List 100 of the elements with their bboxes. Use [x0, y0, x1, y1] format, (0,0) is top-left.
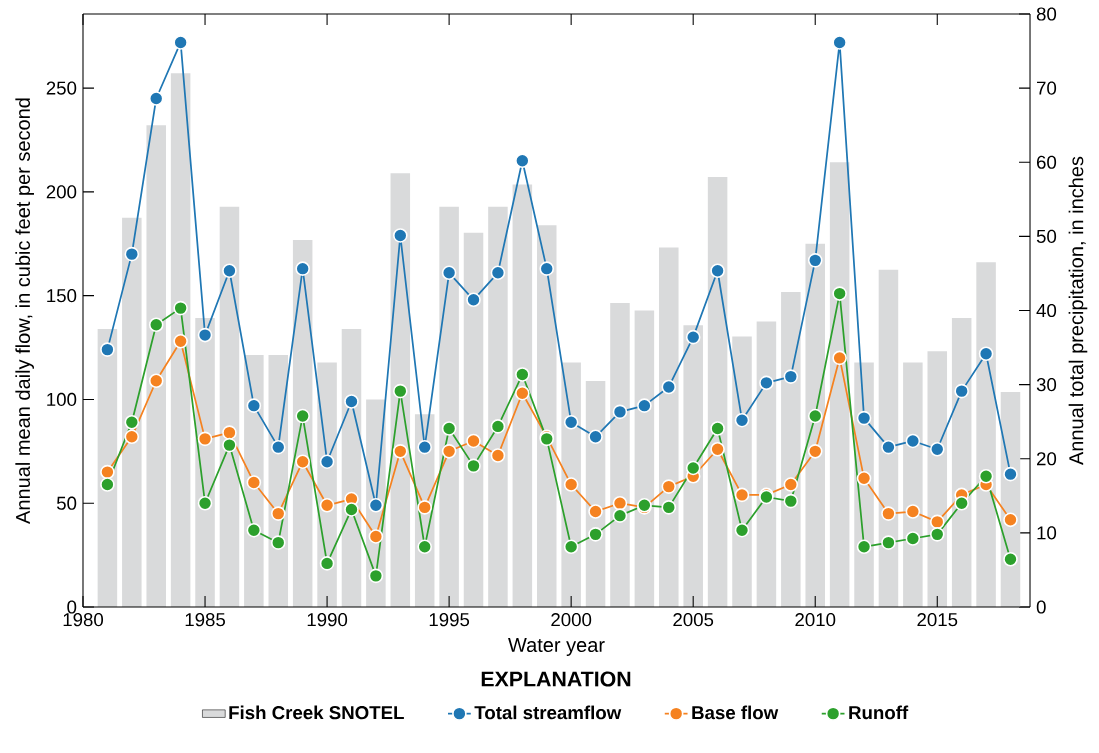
x-tick-label: 1990: [307, 613, 348, 627]
bar: [97, 329, 118, 607]
point: [441, 421, 457, 436]
legend-title: EXPLANATION: [481, 671, 631, 687]
point: [1003, 466, 1018, 482]
point: [661, 500, 677, 515]
point: [466, 458, 481, 474]
point: [929, 527, 945, 542]
point: [368, 529, 384, 544]
point: [490, 419, 506, 434]
point: [734, 412, 750, 428]
point: [905, 504, 921, 519]
bar: [170, 73, 191, 607]
point: [978, 346, 994, 362]
y2-tick-label: 70: [1037, 81, 1057, 95]
point: [466, 292, 481, 308]
point: [515, 153, 530, 169]
point: [173, 35, 188, 50]
point: [295, 454, 310, 470]
point: [246, 522, 262, 538]
point: [246, 475, 262, 490]
x-tick-label: 1995: [429, 613, 470, 627]
y-tick-label: 0: [67, 600, 77, 614]
y2-tick-label: 40: [1036, 303, 1057, 318]
point: [100, 342, 115, 357]
point: [612, 495, 628, 511]
y2-tick-label: 50: [1036, 229, 1057, 243]
point: [685, 329, 701, 345]
bar: [439, 206, 459, 607]
point: [319, 454, 335, 470]
point: [319, 556, 335, 571]
x-tick-label: 2000: [551, 613, 592, 627]
bar: [122, 217, 142, 607]
point: [344, 502, 359, 517]
point: [807, 444, 823, 459]
point: [661, 379, 677, 395]
bar: [976, 262, 996, 607]
bar: [659, 247, 679, 607]
bar: [610, 303, 630, 607]
point: [222, 263, 237, 279]
y2-tick-label: 80: [1036, 7, 1057, 21]
point: [588, 527, 603, 542]
point: [612, 508, 628, 523]
y-tick-label: 250: [46, 81, 77, 95]
x-tick-label: 2010: [795, 613, 836, 627]
point: [807, 253, 823, 268]
point: [148, 373, 164, 389]
x-tick-label: 1980: [63, 613, 104, 627]
point: [270, 439, 286, 455]
y2-tick-label: 60: [1037, 155, 1057, 169]
point: [685, 460, 701, 476]
point: [832, 35, 847, 50]
y2-tick-label: 30: [1036, 378, 1057, 392]
point: [393, 228, 408, 243]
point: [295, 408, 310, 424]
point: [539, 261, 555, 276]
point: [417, 539, 433, 555]
point: [661, 479, 677, 494]
point: [1003, 512, 1018, 528]
bar: [829, 162, 850, 607]
point: [856, 539, 872, 555]
point: [124, 246, 140, 262]
point: [124, 414, 140, 430]
point: [710, 421, 725, 436]
point: [197, 431, 213, 447]
point: [393, 383, 408, 399]
point: [563, 414, 579, 430]
y-tick-label: 100: [47, 392, 77, 407]
point: [563, 477, 579, 492]
y2-axis-title: Annual total precipitation, in inches: [1068, 156, 1088, 465]
legend-label: Total streamflow: [474, 705, 622, 720]
point: [954, 495, 969, 511]
point: [832, 350, 847, 366]
x-tick-label: 2015: [917, 613, 958, 627]
point: [783, 369, 799, 384]
point: [270, 535, 286, 550]
bar: [488, 206, 508, 607]
point: [246, 398, 262, 413]
y2-tick-label: 20: [1037, 452, 1057, 466]
point: [466, 433, 481, 449]
point: [197, 327, 213, 343]
x-tick-label: 1985: [185, 613, 226, 627]
bar: [781, 291, 801, 607]
point: [1003, 551, 1018, 567]
point: [734, 522, 750, 538]
point: [905, 433, 921, 449]
bar: [146, 125, 166, 607]
bar: [951, 317, 972, 607]
point: [441, 265, 457, 281]
point: [807, 408, 823, 424]
point: [124, 429, 140, 445]
point: [856, 471, 872, 486]
point: [515, 367, 530, 382]
point: [783, 477, 799, 492]
point: [100, 477, 115, 492]
point: [222, 425, 237, 440]
x-tick-label: 2005: [673, 613, 714, 627]
point: [490, 448, 506, 463]
point: [759, 375, 774, 391]
point: [148, 91, 164, 106]
